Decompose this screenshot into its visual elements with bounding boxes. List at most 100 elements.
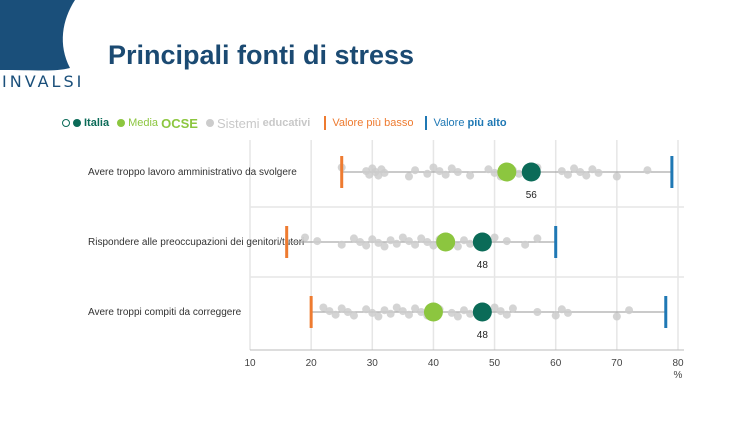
legend-low-bar-icon bbox=[324, 116, 327, 130]
system-point bbox=[325, 307, 334, 316]
system-point bbox=[563, 308, 572, 317]
category-row-0: Avere troppo lavoro amministrativo da sv… bbox=[88, 156, 674, 201]
category-row-2: Avere troppi compiti da correggere 48 bbox=[88, 296, 668, 341]
system-point bbox=[392, 239, 401, 248]
x-tick-label: 20 bbox=[306, 358, 318, 369]
system-point bbox=[362, 241, 371, 250]
legend-italia-label: Italia bbox=[84, 117, 110, 129]
min-marker bbox=[340, 156, 344, 188]
legend-italia: Italia bbox=[62, 117, 109, 129]
legend-systems: Sistemi educativi bbox=[205, 115, 311, 131]
legend-low-strong: più basso bbox=[366, 117, 414, 129]
system-point bbox=[563, 170, 572, 179]
system-point bbox=[365, 170, 374, 179]
system-point bbox=[380, 306, 389, 315]
system-point bbox=[508, 304, 517, 313]
system-point bbox=[356, 238, 365, 246]
system-point bbox=[466, 309, 475, 318]
system-point bbox=[404, 310, 413, 319]
legend-high-prefix: Valore bbox=[433, 117, 465, 129]
logo-wave-icon bbox=[0, 0, 75, 71]
system-point bbox=[490, 233, 499, 242]
system-point bbox=[380, 168, 389, 177]
legend-low: Valore più basso bbox=[324, 116, 413, 130]
system-point bbox=[411, 240, 420, 249]
system-point bbox=[453, 242, 462, 251]
category-row-1: Rispondere alle preoccupazioni dei genit… bbox=[88, 226, 558, 271]
system-point bbox=[625, 306, 634, 315]
system-point bbox=[570, 164, 579, 173]
max-marker bbox=[664, 296, 668, 328]
system-point bbox=[453, 312, 462, 321]
min-marker bbox=[285, 226, 289, 258]
system-point bbox=[435, 167, 444, 176]
system-point bbox=[594, 168, 603, 177]
legend-systems-dot-icon bbox=[205, 119, 214, 127]
system-point bbox=[411, 166, 420, 175]
italia-point bbox=[472, 232, 492, 252]
system-point bbox=[447, 164, 456, 173]
legend-italia-dot-icon bbox=[73, 119, 81, 127]
italia-point bbox=[521, 162, 541, 182]
x-tick-label: 10 bbox=[244, 358, 256, 369]
system-point bbox=[502, 310, 511, 319]
system-point bbox=[337, 304, 346, 313]
legend-high: Valore più alto bbox=[425, 116, 507, 130]
ocse-point bbox=[497, 162, 517, 182]
system-point bbox=[582, 171, 591, 180]
system-point bbox=[398, 233, 407, 242]
category-label: Avere troppi compiti da correggere bbox=[88, 307, 242, 318]
italia-value-label: 56 bbox=[526, 190, 538, 201]
system-point bbox=[368, 308, 377, 317]
system-point bbox=[557, 305, 566, 314]
system-point bbox=[404, 172, 413, 181]
system-point bbox=[533, 234, 542, 243]
x-tick-label: 80 bbox=[672, 358, 684, 369]
italia-point bbox=[472, 302, 492, 322]
x-tick-label: 50 bbox=[489, 358, 501, 369]
invalsi-logo: INVALSI bbox=[0, 0, 100, 100]
system-point bbox=[392, 303, 401, 312]
x-tick-label: 70 bbox=[611, 358, 623, 369]
system-point bbox=[337, 240, 346, 249]
legend-ocse: Media OCSE bbox=[117, 116, 198, 131]
legend-empty-circle-icon bbox=[62, 119, 70, 127]
max-marker bbox=[670, 156, 674, 188]
logo-text: INVALSI bbox=[2, 72, 85, 91]
legend-high-bar-icon bbox=[425, 116, 428, 130]
system-point bbox=[447, 308, 456, 317]
system-point bbox=[612, 172, 621, 181]
system-point bbox=[441, 170, 450, 179]
system-point bbox=[368, 235, 377, 244]
system-point bbox=[386, 309, 395, 318]
system-point bbox=[496, 307, 505, 316]
legend-systems-strong: educativi bbox=[262, 117, 311, 129]
system-point bbox=[612, 312, 621, 321]
system-point bbox=[417, 308, 426, 316]
legend-ocse-strong: OCSE bbox=[161, 115, 198, 131]
system-point bbox=[502, 237, 511, 246]
page-title: Principali fonti di stress bbox=[108, 40, 415, 70]
system-point bbox=[404, 237, 413, 246]
ocse-point bbox=[436, 232, 456, 252]
italia-value-label: 48 bbox=[477, 260, 489, 271]
category-label: Rispondere alle preoccupazioni dei genit… bbox=[88, 237, 304, 248]
system-point bbox=[398, 307, 407, 316]
legend-ocse-prefix: Media bbox=[128, 117, 159, 129]
system-point bbox=[557, 167, 566, 176]
x-tick-label: 30 bbox=[367, 358, 379, 369]
system-point bbox=[380, 242, 389, 251]
system-point bbox=[466, 239, 475, 248]
x-tick-label: 60 bbox=[550, 358, 562, 369]
legend-systems-prefix: Sistemi bbox=[216, 115, 260, 131]
category-label: Avere troppo lavoro amministrativo da sv… bbox=[88, 167, 297, 178]
system-point bbox=[460, 306, 468, 315]
system-point bbox=[429, 241, 438, 250]
system-point bbox=[490, 303, 499, 312]
system-point bbox=[453, 168, 462, 176]
system-point bbox=[588, 165, 597, 174]
system-point bbox=[411, 304, 420, 313]
system-point bbox=[423, 169, 432, 178]
system-point bbox=[551, 311, 560, 320]
